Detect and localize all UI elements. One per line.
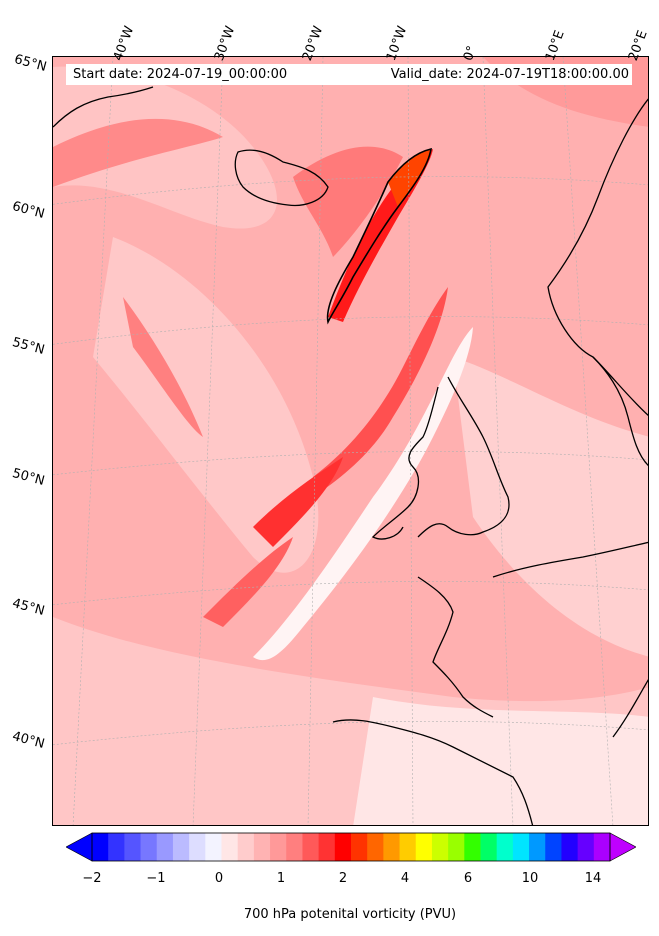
colorbar-cell (318, 833, 336, 861)
coastline-sweden (592, 356, 648, 466)
colorbar-cell (253, 833, 271, 861)
colorbar-cell (383, 833, 401, 861)
colorbar-cell (205, 833, 222, 861)
coastline-ireland (371, 386, 439, 540)
pv-filament-peak (388, 149, 431, 207)
colorbar-tick-label: 6 (463, 871, 473, 886)
colorbar-cell (545, 833, 562, 861)
colorbar-cell (512, 833, 530, 861)
colorbar-tick-label: 4 (400, 871, 410, 886)
coastline-france (417, 576, 494, 718)
lat-label: 65°N (12, 52, 49, 75)
colorbar-cells (92, 833, 611, 861)
colorbar-cell (367, 833, 384, 861)
pv-region-light (93, 237, 319, 573)
colorbar-cell (286, 833, 303, 861)
colorbar-cell (156, 833, 174, 861)
pv-region-light (453, 357, 648, 657)
colorbar-cell (302, 833, 320, 861)
pv-filament (253, 457, 343, 547)
coastline-iberia (332, 719, 534, 825)
coastline-iceland (234, 149, 329, 207)
graticule (53, 57, 648, 825)
colorbar-cell (270, 833, 287, 861)
coastline-britain (417, 376, 510, 538)
coastlines (53, 86, 648, 825)
lat-label: 45°N (10, 596, 47, 619)
pv-filament (203, 537, 293, 627)
coastline-continent (492, 541, 648, 578)
colorbar-cell (351, 833, 368, 861)
colorbar-cell (221, 833, 239, 861)
colorbar-cell (92, 833, 109, 861)
map-panel (52, 56, 649, 826)
info-bar: Start date: 2024-07-19_00:00:00 Valid_da… (66, 64, 632, 85)
lat-label: 60°N (10, 199, 47, 222)
colorbar-title: 700 hPa potenital vorticity (PVU) (243, 907, 457, 922)
colorbar-cell (172, 833, 190, 861)
colorbar-cell (124, 833, 142, 861)
colorbar-cell (464, 833, 481, 861)
colorbar (66, 832, 636, 862)
colorbar-cell (448, 833, 465, 861)
pv-streak (53, 118, 223, 187)
coastline-med (612, 679, 648, 738)
start-date-label: Start date: 2024-07-19_00:00:00 (73, 67, 288, 82)
pv-region-very-light (353, 697, 648, 825)
colorbar-tick-label: 10 (521, 871, 539, 886)
colorbar-tick-label: −1 (146, 871, 166, 886)
colorbar-tick-label: −2 (82, 871, 102, 886)
colorbar-cell (108, 833, 125, 861)
lat-label: 40°N (10, 729, 47, 752)
colorbar-cell (140, 833, 158, 861)
colorbar-cell (334, 833, 352, 861)
colorbar-cell (529, 833, 546, 861)
map-canvas (53, 57, 648, 825)
pv-contour (326, 147, 432, 325)
colorbar-cell (415, 833, 433, 861)
colorbar-cell (480, 833, 498, 861)
colorbar-tick-label: 2 (338, 871, 348, 886)
colorbar-max-arrow (609, 832, 636, 862)
colorbar-cell (189, 833, 206, 861)
colorbar-cell (237, 833, 255, 861)
pv-streak (123, 297, 203, 437)
valid-date-label: Valid_date: 2024-07-19T18:00:00.00 (390, 67, 629, 82)
colorbar-tick-label: 1 (276, 871, 286, 886)
colorbar-outline (91, 832, 611, 862)
colorbar-cell (593, 833, 611, 861)
colorbar-cell (561, 833, 579, 861)
coastline-greenland (53, 86, 154, 128)
colorbar-tick-label: 14 (584, 871, 602, 886)
lat-label: 50°N (10, 466, 47, 489)
colorbar-cell (431, 833, 449, 861)
colorbar-cell (399, 833, 417, 861)
colorbar-tick-label: 0 (214, 871, 224, 886)
coastline-norway (547, 98, 648, 417)
colorbar-cell (577, 833, 595, 861)
colorbar-cell (496, 833, 514, 861)
colorbar-min-arrow (66, 832, 93, 862)
lat-label: 55°N (10, 335, 47, 358)
